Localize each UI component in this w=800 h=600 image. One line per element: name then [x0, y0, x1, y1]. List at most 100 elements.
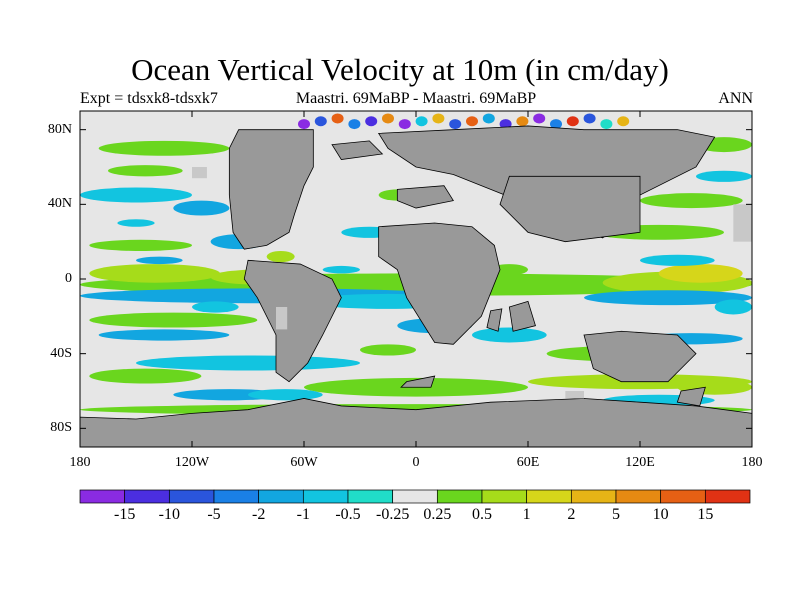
landmass	[396, 185, 454, 209]
lon-label: 0	[412, 455, 420, 470]
missing-data	[733, 204, 752, 242]
colorbar-box	[526, 489, 572, 504]
velocity-anomaly	[80, 187, 192, 203]
landmass	[583, 330, 697, 383]
colorbar-label: 2	[567, 506, 576, 523]
landmass	[331, 140, 384, 160]
velocity-anomaly	[472, 327, 547, 343]
velocity-anomaly	[173, 200, 230, 216]
lon-label: 60E	[516, 455, 540, 470]
lon-label: 120W	[174, 455, 210, 470]
colorbar-box	[392, 489, 438, 504]
lon-label: 180	[741, 455, 763, 470]
colorbar-box	[615, 489, 662, 504]
lon-label: 180	[69, 455, 91, 470]
missing-data	[565, 391, 584, 399]
missing-data	[192, 167, 207, 179]
colorbar-label: 15	[697, 506, 714, 523]
experiment-label: Expt = tdsxk8-tdsxk7	[80, 90, 218, 107]
velocity-anomaly	[640, 254, 715, 266]
lat-label: 80N	[47, 121, 72, 137]
velocity-anomaly	[482, 113, 495, 124]
lon-label: 60W	[290, 455, 318, 470]
colorbar-label: 1	[522, 506, 531, 523]
velocity-anomaly	[490, 264, 528, 276]
missing-data	[276, 307, 288, 330]
velocity-anomaly	[382, 113, 394, 124]
colorbar-box	[168, 489, 215, 504]
colorbar-box	[258, 489, 304, 504]
landmass	[378, 222, 501, 345]
velocity-anomaly	[533, 113, 546, 124]
landmass	[486, 308, 503, 332]
velocity-anomaly	[136, 256, 183, 265]
velocity-anomaly	[516, 116, 529, 127]
velocity-anomaly	[89, 239, 192, 251]
colorbar-box	[704, 489, 751, 504]
velocity-anomaly	[248, 389, 323, 401]
colorbar-label: -0.5	[335, 506, 361, 523]
velocity-anomaly	[136, 355, 360, 371]
colorbar-box	[302, 489, 349, 504]
colorbar-label: -0.25	[375, 506, 410, 523]
landmass	[243, 259, 342, 383]
velocity-anomaly	[98, 329, 230, 341]
velocity-anomaly	[696, 170, 752, 182]
velocity-anomaly	[584, 290, 752, 306]
lat-label: 40S	[50, 345, 72, 361]
colorbar-box	[124, 489, 170, 504]
colorbar-box	[213, 489, 260, 504]
colorbar-label: -5	[207, 506, 221, 523]
velocity-anomaly	[192, 301, 239, 313]
velocity-anomaly	[398, 119, 411, 130]
velocity-anomaly	[108, 165, 183, 177]
lat-label: 80S	[50, 420, 72, 436]
velocity-anomaly	[89, 264, 220, 283]
velocity-anomaly	[322, 265, 361, 274]
velocity-anomaly	[415, 116, 428, 127]
colorbar-box	[660, 489, 706, 504]
period-label: Maastri. 69MaBP - Maastri. 69MaBP	[295, 90, 537, 107]
landmass	[228, 129, 314, 250]
lat-label: 0	[65, 271, 72, 286]
landmass	[499, 175, 641, 243]
landmass	[508, 300, 536, 332]
velocity-anomaly	[432, 113, 445, 124]
colorbar-label: -2	[251, 506, 266, 523]
velocity-anomaly	[98, 140, 230, 156]
colorbar-label: 0.25	[423, 506, 452, 523]
velocity-anomaly	[117, 219, 155, 227]
velocity-anomaly	[583, 113, 596, 124]
velocity-anomaly	[331, 113, 344, 124]
map-title: Ocean Vertical Velocity at 10m (in cm/da…	[131, 52, 669, 87]
velocity-anomaly	[714, 299, 752, 315]
velocity-anomaly	[348, 119, 361, 130]
velocity-anomaly	[89, 312, 258, 328]
velocity-anomaly	[365, 116, 378, 127]
velocity-anomaly	[266, 251, 295, 263]
velocity-anomaly	[600, 119, 613, 130]
velocity-anomaly	[466, 116, 478, 127]
colorbar-box	[481, 489, 528, 504]
colorbar-label: -15	[113, 506, 136, 523]
velocity-anomaly	[617, 116, 630, 127]
lat-label: 40N	[47, 196, 72, 212]
velocity-anomaly	[566, 116, 579, 127]
colorbar-label: -1	[296, 506, 310, 523]
colorbar-box	[570, 489, 617, 504]
landmass	[400, 375, 436, 388]
velocity-anomaly	[89, 368, 202, 384]
velocity-anomaly	[360, 344, 416, 356]
velocity-anomaly	[640, 193, 743, 209]
colorbar-box	[436, 489, 483, 504]
velocity-anomaly	[550, 119, 562, 130]
colorbar-box	[347, 489, 394, 504]
velocity-anomaly	[449, 119, 462, 130]
colorbar-label: 10	[652, 506, 669, 523]
season-label: ANN	[718, 90, 753, 107]
velocity-anomaly	[658, 264, 743, 283]
velocity-anomaly	[298, 119, 310, 130]
colorbar-label: 0.5	[472, 506, 492, 523]
colorbar-label: 5	[612, 506, 620, 523]
